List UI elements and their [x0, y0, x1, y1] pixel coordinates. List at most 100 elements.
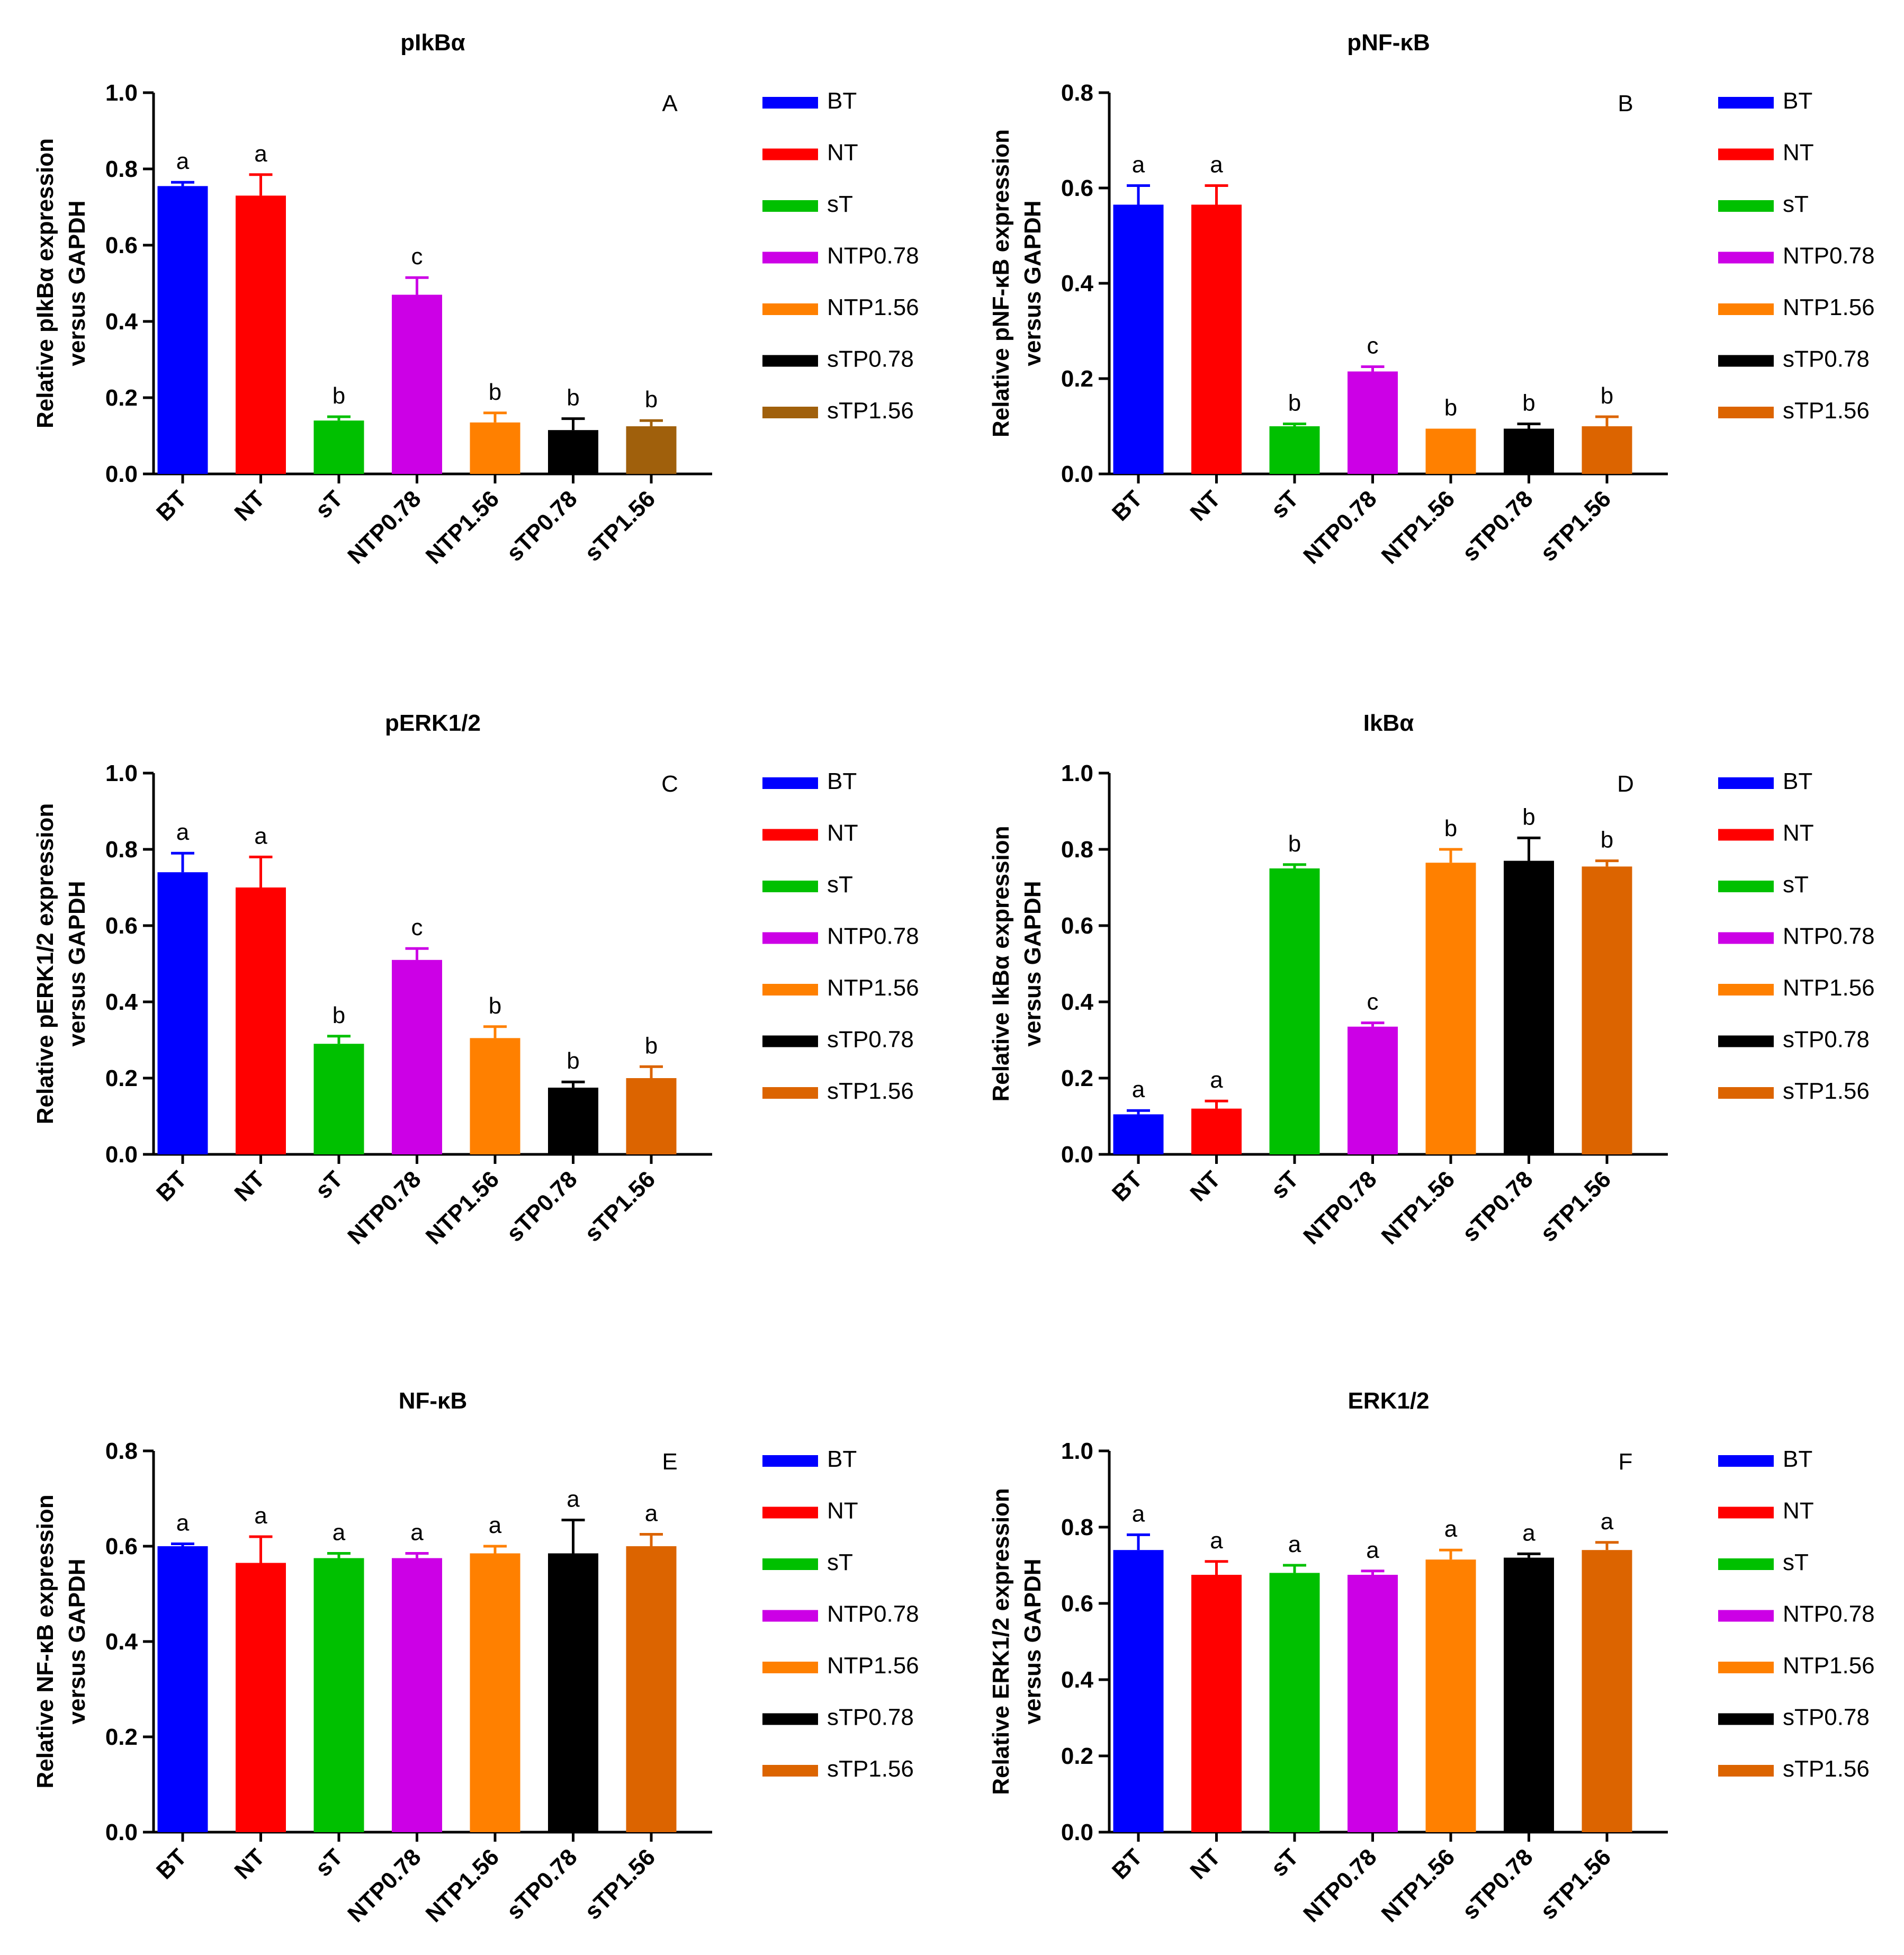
- y-tick-label: 0.8: [1061, 837, 1093, 863]
- legend-swatch: [762, 355, 818, 367]
- legend-swatch: [1718, 1455, 1774, 1467]
- legend-label: NT: [1783, 1498, 1814, 1524]
- legend-swatch: [762, 1610, 818, 1622]
- bar-bt: [157, 872, 208, 1154]
- legend-label: sTP1.56: [827, 1756, 914, 1782]
- y-tick-label: 1.0: [1061, 760, 1093, 786]
- bar-st: [313, 1558, 364, 1832]
- x-tick-label: BT: [1107, 486, 1147, 526]
- significance-letter: b: [1522, 390, 1535, 416]
- y-tick-label: 0.6: [105, 232, 138, 258]
- bar-ntp156: [1425, 863, 1476, 1154]
- legend-label: BT: [1783, 768, 1812, 794]
- panel-letter: F: [1619, 1449, 1633, 1475]
- x-tick-label: NT: [1185, 486, 1225, 526]
- y-axis-label: Relative pNF-κB expression versus GAPDH: [988, 129, 1046, 437]
- legend-swatch: [762, 1087, 818, 1099]
- bar-stp078: [1504, 860, 1554, 1154]
- significance-letter: b: [1444, 815, 1457, 841]
- y-tick-label: 0.0: [1061, 1142, 1093, 1168]
- x-tick-label: BT: [151, 1844, 192, 1884]
- x-tick-label: NTP0.78: [1298, 486, 1381, 569]
- bar-stp078: [548, 1553, 598, 1832]
- legend-label: sTP0.78: [1783, 346, 1870, 372]
- x-tick-label: sTP0.78: [1457, 1844, 1538, 1924]
- y-tick-label: 0.4: [105, 989, 138, 1015]
- legend-swatch: [1718, 407, 1774, 418]
- x-tick-label: BT: [151, 486, 192, 526]
- y-axis-label: Relative pIkBα expression versus GAPDH: [32, 138, 90, 428]
- bar-bt: [1113, 1550, 1164, 1832]
- legend-swatch: [762, 777, 818, 789]
- y-tick-label: 0.6: [1061, 175, 1093, 201]
- chart-panel-a: pIkBα A Relative pIkBα expression versus GA…: [32, 30, 919, 569]
- significance-letter: b: [1601, 827, 1613, 853]
- legend-swatch: [1718, 1662, 1774, 1673]
- significance-letter: a: [1210, 1528, 1223, 1554]
- significance-letter: a: [254, 1503, 267, 1529]
- bar-bt: [157, 1546, 208, 1832]
- significance-letter: a: [1601, 1509, 1614, 1535]
- significance-letter: a: [254, 823, 267, 849]
- y-tick-label: 0.2: [105, 385, 138, 411]
- significance-letter: a: [1132, 152, 1145, 178]
- y-axis-label: Relative pERK1/2 expression versus GAPDH: [32, 803, 90, 1124]
- x-tick-label: BT: [1107, 1166, 1147, 1206]
- legend-swatch: [762, 984, 818, 996]
- x-tick-label: sTP1.56: [1535, 1844, 1616, 1924]
- significance-letter: c: [411, 244, 423, 270]
- x-tick-label: BT: [1107, 1844, 1147, 1884]
- legend-swatch: [1718, 200, 1774, 212]
- legend-label: sT: [827, 872, 853, 898]
- bar-nt: [1191, 204, 1242, 474]
- significance-letter: a: [1444, 1516, 1458, 1542]
- legend-label: NT: [1783, 820, 1814, 846]
- x-tick-label: sTP0.78: [501, 486, 582, 566]
- panel-letter: A: [662, 91, 678, 116]
- significance-letter: b: [333, 383, 345, 409]
- significance-letter: a: [176, 1510, 190, 1536]
- significance-letter: a: [254, 141, 267, 167]
- legend-label: NTP0.78: [827, 243, 919, 269]
- significance-letter: a: [489, 1512, 502, 1538]
- chart-title: IkBα: [1363, 710, 1414, 736]
- panel-letter: D: [1617, 771, 1634, 797]
- bar-ntp078: [392, 294, 442, 474]
- x-tick-label: NTP0.78: [1298, 1844, 1381, 1927]
- y-tick-label: 0.4: [1061, 271, 1094, 297]
- significance-letter: a: [176, 819, 190, 845]
- significance-letter: b: [1444, 395, 1457, 421]
- legend-label: BT: [827, 1446, 857, 1472]
- legend-swatch: [1718, 1610, 1774, 1622]
- x-tick-label: NTP0.78: [343, 486, 426, 569]
- bar-stp078: [548, 1088, 598, 1154]
- legend-label: sT: [1783, 191, 1809, 217]
- chart-panel-f: ERK1/2 F Relative ERK1/2 expression versus …: [988, 1388, 1875, 1927]
- bar-stp156: [626, 1546, 677, 1832]
- chart-title: ERK1/2: [1348, 1388, 1429, 1414]
- x-tick-label: sTP1.56: [580, 486, 660, 566]
- chart-title: pNF-κB: [1347, 30, 1430, 56]
- bar-nt: [236, 195, 286, 474]
- y-tick-label: 0.0: [1061, 1819, 1093, 1845]
- legend-swatch: [1718, 932, 1774, 944]
- legend-swatch: [762, 1455, 818, 1467]
- x-tick-label: sTP0.78: [501, 1844, 582, 1924]
- bar-ntp078: [1348, 1026, 1398, 1154]
- legend-swatch: [762, 1662, 818, 1673]
- y-tick-label: 1.0: [1061, 1438, 1093, 1464]
- legend-label: NTP1.56: [1783, 1653, 1875, 1679]
- significance-letter: a: [1210, 152, 1223, 178]
- bar-ntp156: [1425, 1559, 1476, 1832]
- bar-stp156: [626, 426, 677, 474]
- y-axis-label-line: Relative ERK1/2 expression: [988, 1488, 1014, 1795]
- legend-swatch: [1718, 984, 1774, 996]
- legend-label: NTP0.78: [1783, 243, 1875, 269]
- legend-label: sTP1.56: [827, 398, 914, 424]
- legend-swatch: [1718, 97, 1774, 109]
- legend-label: NT: [1783, 140, 1814, 166]
- x-tick-label: NT: [1185, 1166, 1225, 1206]
- significance-letter: b: [567, 1048, 579, 1074]
- x-tick-label: sTP0.78: [501, 1166, 582, 1246]
- significance-letter: b: [567, 385, 579, 411]
